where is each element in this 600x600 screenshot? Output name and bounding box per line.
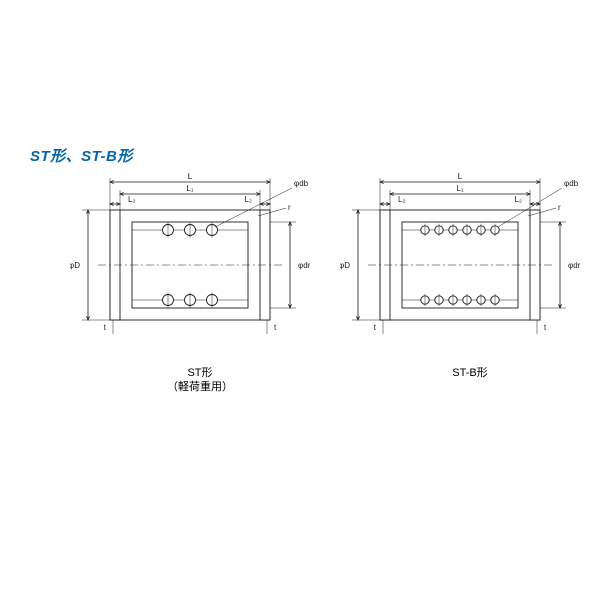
figure-stb-svg: L L₁ L₂ L₂ φdb r t t φD φdr	[340, 170, 600, 360]
svg-text:φdr: φdr	[298, 261, 311, 270]
svg-text:L₂: L₂	[244, 195, 252, 204]
figure-stb-caption: ST-B形	[340, 366, 600, 380]
figure-st-svg: L L₁ L₂ L₂ φdb r t t φD φdr	[70, 170, 330, 360]
svg-text:L: L	[458, 172, 463, 181]
caption-line2: （軽荷重用）	[70, 380, 330, 394]
svg-text:φdb: φdb	[564, 179, 579, 188]
svg-text:r: r	[558, 203, 561, 212]
svg-text:t: t	[104, 323, 107, 332]
figure-st-caption: ST形 （軽荷重用）	[70, 366, 330, 395]
svg-text:L₂: L₂	[128, 195, 136, 204]
svg-text:L₂: L₂	[398, 195, 406, 204]
figure-stb: L L₁ L₂ L₂ φdb r t t φD φdr ST-B形	[340, 170, 600, 380]
caption-line1: ST-B形	[340, 366, 600, 380]
svg-text:L: L	[188, 172, 193, 181]
svg-text:φD: φD	[70, 261, 80, 270]
svg-text:r: r	[288, 203, 291, 212]
svg-text:φdb: φdb	[294, 179, 309, 188]
svg-text:t: t	[374, 323, 377, 332]
caption-line1: ST形	[70, 366, 330, 380]
figure-st: L L₁ L₂ L₂ φdb r t t φD φdr ST形 （軽荷重用）	[70, 170, 330, 395]
svg-text:t: t	[544, 323, 547, 332]
svg-text:L₁: L₁	[186, 184, 193, 193]
svg-text:L₂: L₂	[514, 195, 522, 204]
svg-text:φD: φD	[340, 261, 350, 270]
svg-text:L₁: L₁	[456, 184, 463, 193]
page-title: ST形、ST-B形	[30, 145, 133, 166]
svg-text:φdr: φdr	[568, 261, 581, 270]
svg-text:t: t	[274, 323, 277, 332]
